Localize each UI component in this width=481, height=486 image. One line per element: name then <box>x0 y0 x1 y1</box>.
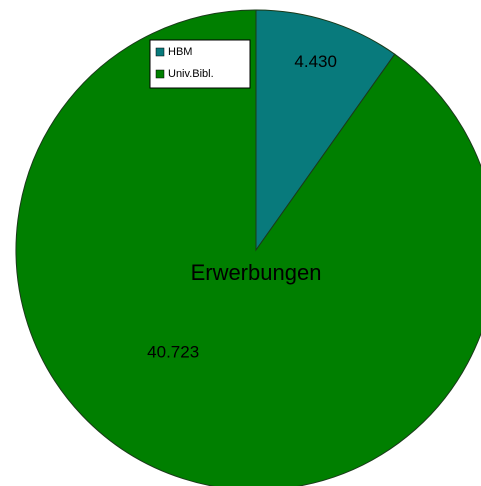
legend-label: Univ.Bibl. <box>168 68 214 80</box>
pie-slice <box>255 9 396 252</box>
legend-swatch <box>155 47 165 57</box>
legend: HBM Univ.Bibl. <box>149 39 251 89</box>
data-label: 40.723 <box>147 342 199 361</box>
legend-swatch <box>155 69 165 79</box>
legend-box <box>149 39 251 89</box>
data-label: 4.430 <box>294 52 337 71</box>
legend-label: HBM <box>168 46 192 58</box>
pie-slice <box>15 9 481 486</box>
chart-title: Erwerbungen <box>191 260 322 285</box>
